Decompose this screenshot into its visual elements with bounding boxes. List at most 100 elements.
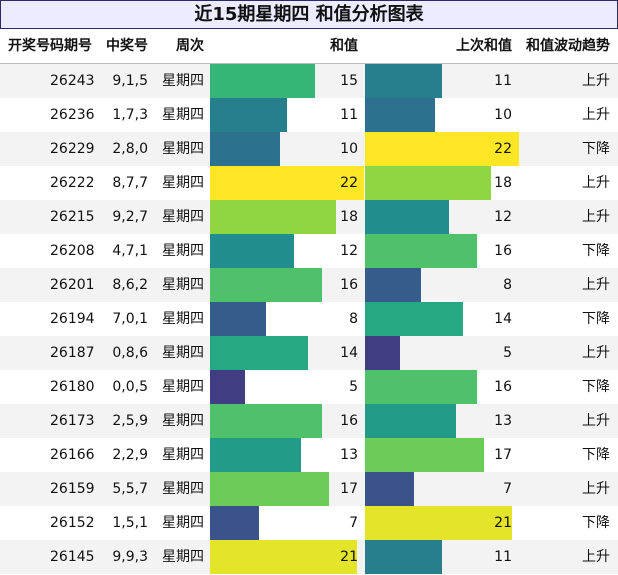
issue-cell: 26180 [50,379,95,395]
prev-sum-bar [365,370,477,404]
numbers-cell: 9,1,5 [112,73,148,89]
weekday-cell: 星期四 [162,243,204,259]
prev-sum-value: 7 [503,481,512,497]
trend-cell: 下降 [582,311,610,327]
numbers-cell: 7,0,1 [112,311,148,327]
sum-value: 16 [340,413,358,429]
sum-value: 22 [340,175,358,191]
numbers-cell: 8,6,2 [112,277,148,293]
prev-sum-value: 8 [503,277,512,293]
sum-value: 8 [349,311,358,327]
header-numbers: 中奖号 [106,38,148,54]
table-row: 26215 9,2,7 星期四 18 12 上升 [0,200,618,234]
trend-cell: 下降 [582,515,610,531]
trend-cell: 上升 [582,345,610,361]
sum-bar [210,336,308,370]
sum-bar [210,302,266,336]
weekday-cell: 星期四 [162,447,204,463]
issue-cell: 26208 [50,243,95,259]
weekday-cell: 星期四 [162,413,204,429]
sum-bar [210,234,294,268]
weekday-cell: 星期四 [162,481,204,497]
table-row: 26145 9,9,3 星期四 21 11 上升 [0,540,618,574]
sum-value: 18 [340,209,358,225]
table-row: 26194 7,0,1 星期四 8 14 下降 [0,302,618,336]
issue-cell: 26173 [50,413,95,429]
numbers-cell: 0,0,5 [112,379,148,395]
numbers-cell: 1,7,3 [112,107,148,123]
prev-sum-value: 18 [494,175,512,191]
table-row: 26208 4,7,1 星期四 12 16 下降 [0,234,618,268]
prev-sum-value: 11 [494,549,512,565]
issue-cell: 26215 [50,209,95,225]
prev-sum-bar [365,268,421,302]
sum-bar [210,132,280,166]
sum-value: 16 [340,277,358,293]
prev-sum-bar [365,506,512,540]
sum-bar [210,370,245,404]
trend-cell: 上升 [582,277,610,293]
trend-cell: 上升 [582,549,610,565]
weekday-cell: 星期四 [162,515,204,531]
sum-value: 7 [349,515,358,531]
prev-sum-value: 17 [494,447,512,463]
weekday-cell: 星期四 [162,277,204,293]
trend-cell: 下降 [582,379,610,395]
table-row: 26166 2,2,9 星期四 13 17 下降 [0,438,618,472]
weekday-cell: 星期四 [162,379,204,395]
numbers-cell: 2,2,9 [112,447,148,463]
prev-sum-value: 16 [494,379,512,395]
weekday-cell: 星期四 [162,345,204,361]
table-row: 26152 1,5,1 星期四 7 21 下降 [0,506,618,540]
chart-title: 近15期星期四 和值分析图表 [0,0,618,29]
weekday-cell: 星期四 [162,175,204,191]
prev-sum-bar [365,166,491,200]
prev-sum-value: 13 [494,413,512,429]
sum-bar [210,268,322,302]
trend-cell: 上升 [582,175,610,191]
table-row: 26173 2,5,9 星期四 16 13 上升 [0,404,618,438]
issue-cell: 26194 [50,311,95,327]
prev-sum-bar [365,132,519,166]
trend-cell: 下降 [582,141,610,157]
prev-sum-bar [365,472,414,506]
sum-bar [210,506,259,540]
numbers-cell: 4,7,1 [112,243,148,259]
prev-sum-bar [365,98,435,132]
prev-sum-value: 16 [494,243,512,259]
table-row: 26159 5,5,7 星期四 17 7 上升 [0,472,618,506]
trend-cell: 下降 [582,447,610,463]
weekday-cell: 星期四 [162,209,204,225]
trend-cell: 上升 [582,481,610,497]
issue-cell: 26152 [50,515,95,531]
weekday-cell: 星期四 [162,141,204,157]
table-row: 26187 0,8,6 星期四 14 5 上升 [0,336,618,370]
table-row: 26201 8,6,2 星期四 16 8 上升 [0,268,618,302]
header-sum: 和值 [330,38,358,54]
prev-sum-bar [365,234,477,268]
trend-cell: 上升 [582,413,610,429]
prev-sum-value: 11 [494,73,512,89]
weekday-cell: 星期四 [162,107,204,123]
table-row: 26229 2,8,0 星期四 10 22 下降 [0,132,618,166]
prev-sum-value: 5 [503,345,512,361]
header-weekday: 周次 [176,38,204,54]
trend-cell: 下降 [582,243,610,259]
numbers-cell: 5,5,7 [112,481,148,497]
sum-bar [210,200,336,234]
numbers-cell: 8,7,7 [112,175,148,191]
sum-value: 5 [349,379,358,395]
sum-value: 13 [340,447,358,463]
prev-sum-bar [365,404,456,438]
issue-cell: 26145 [50,549,95,565]
sum-bar [210,404,322,438]
numbers-cell: 2,5,9 [112,413,148,429]
sum-value: 12 [340,243,358,259]
issue-cell: 26159 [50,481,95,497]
prev-sum-value: 12 [494,209,512,225]
prev-sum-value: 14 [494,311,512,327]
prev-sum-bar [365,438,484,472]
issue-cell: 26243 [50,73,95,89]
sum-bar [210,472,329,506]
